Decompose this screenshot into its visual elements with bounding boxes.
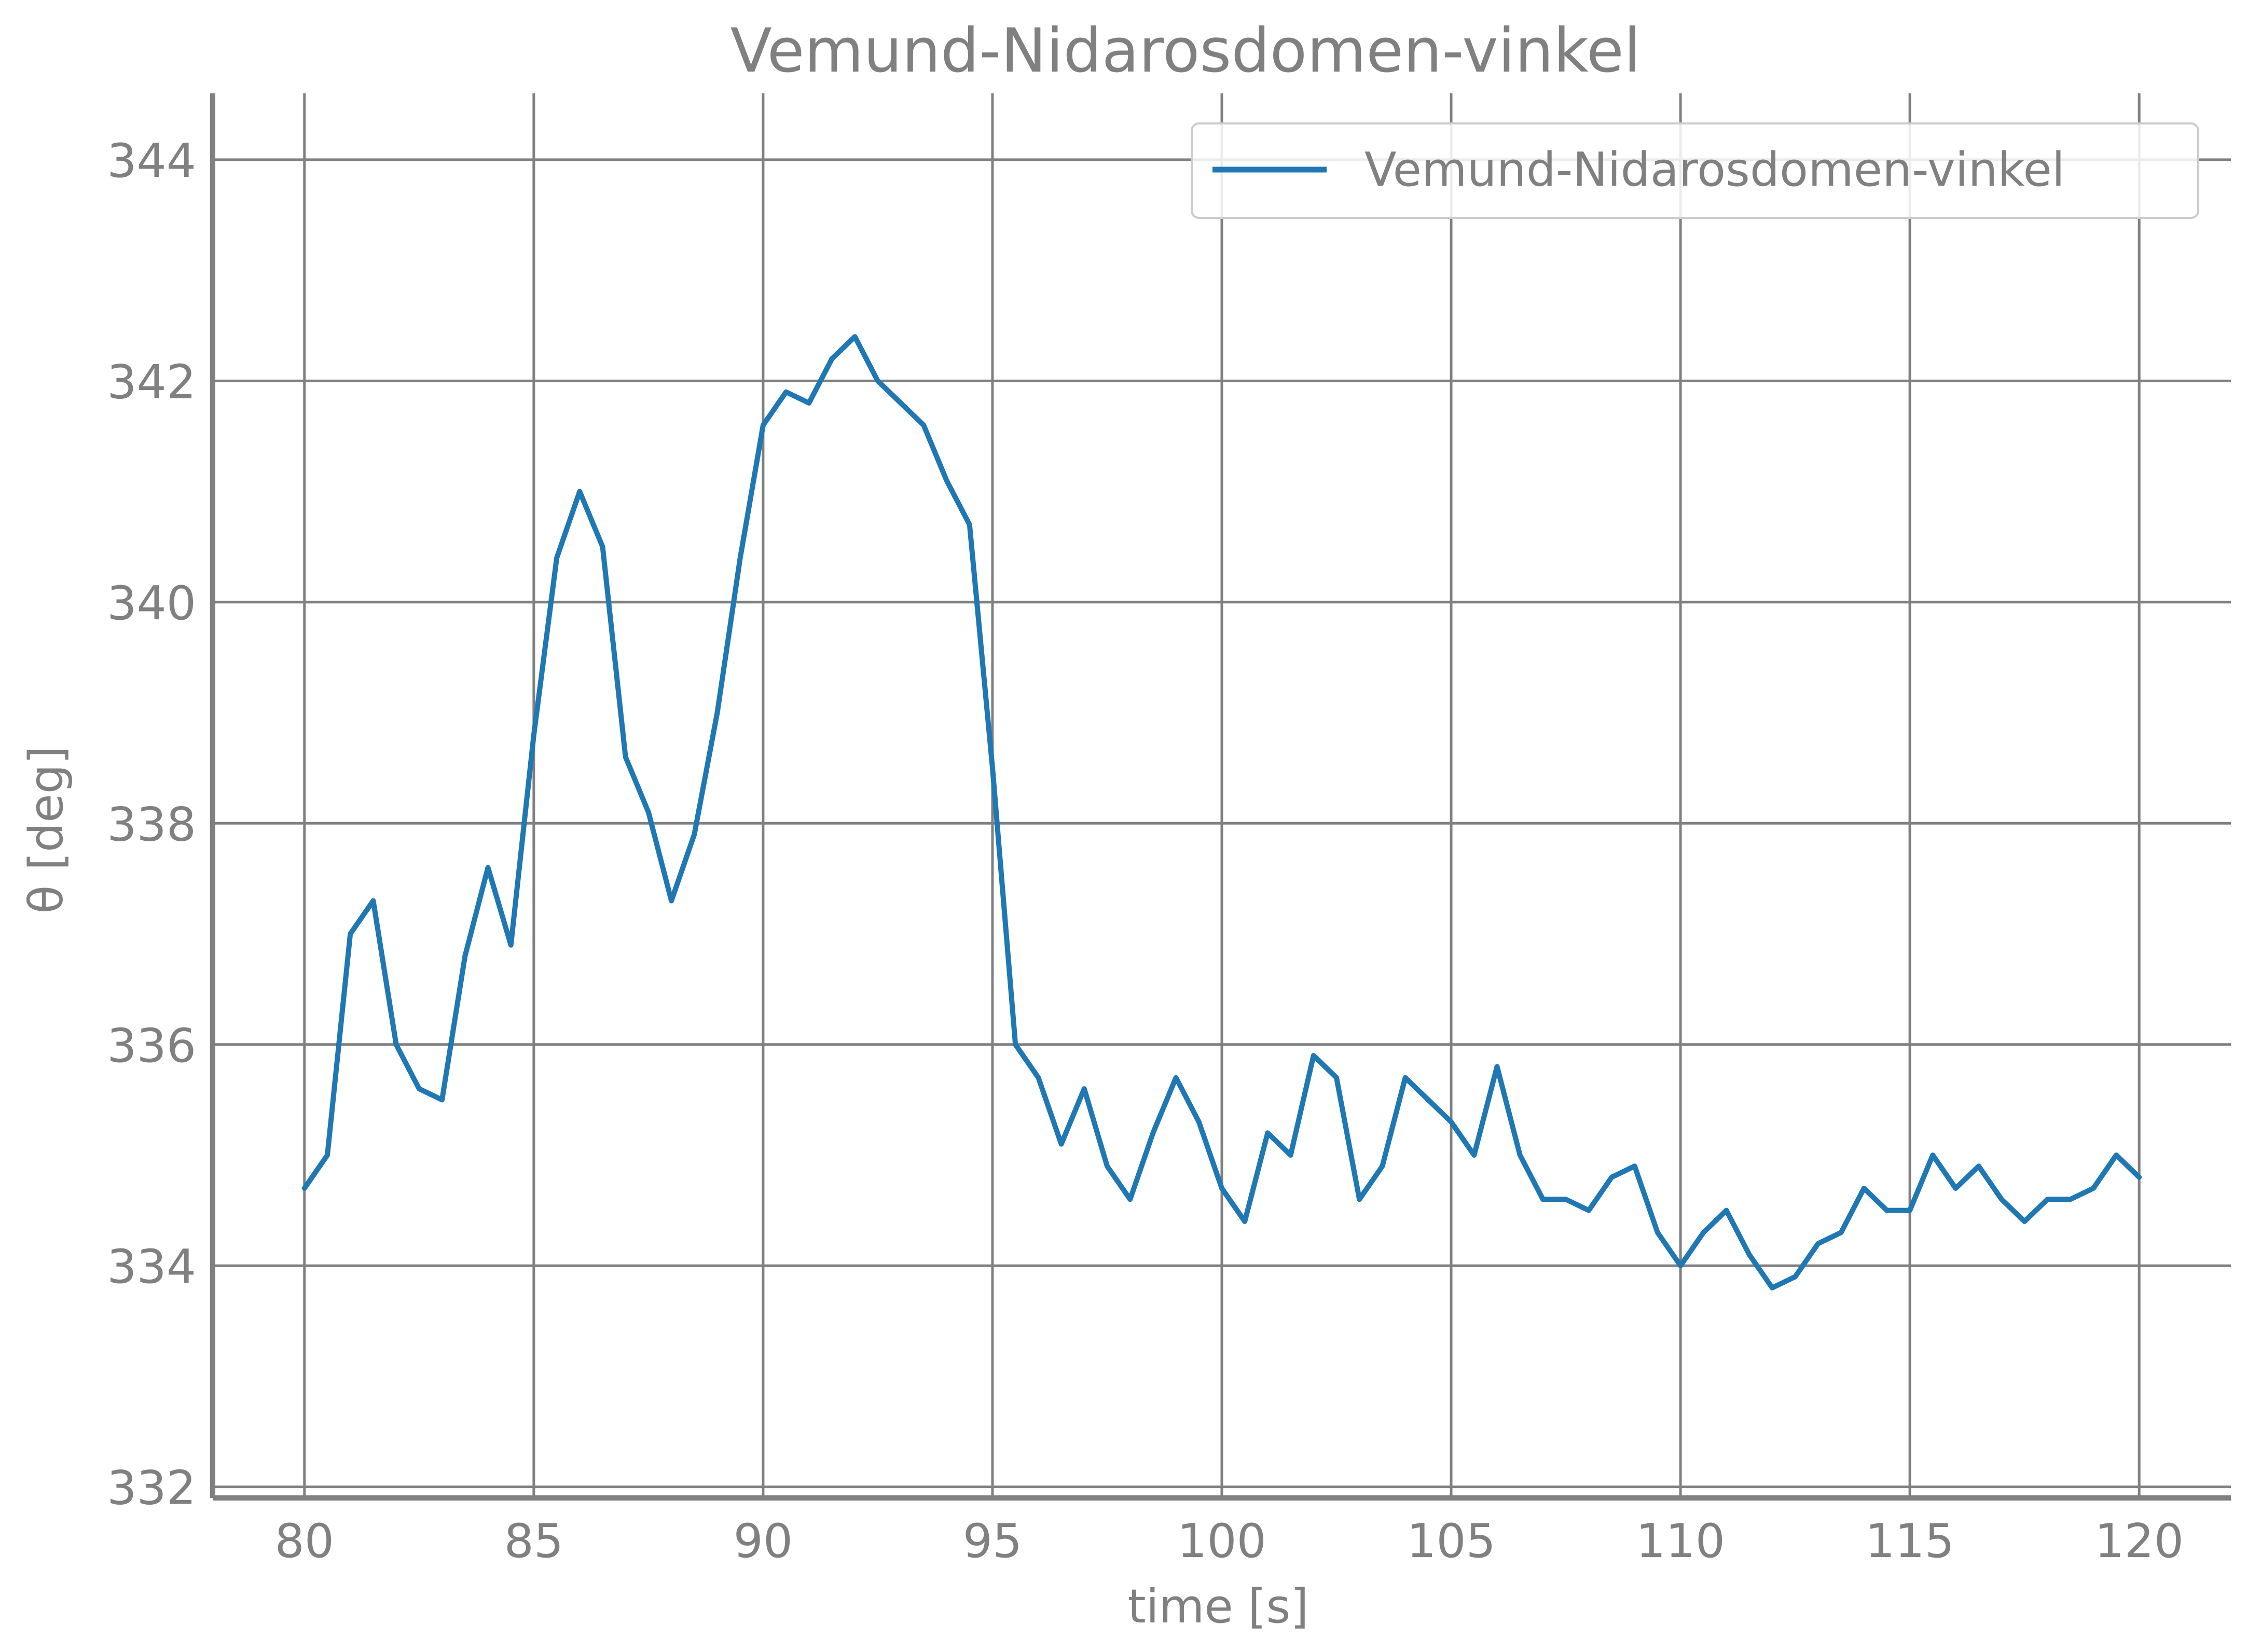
x-tick-label: 100 — [1177, 1514, 1266, 1568]
y-tick-label: 336 — [107, 1019, 196, 1073]
plot-area — [301, 334, 2142, 1290]
legend: Vemund-Nidarosdomen-vinkel — [1191, 122, 2199, 219]
x-tick-label: 110 — [1636, 1514, 1725, 1568]
series-line — [301, 334, 2142, 1290]
y-tick-label: 338 — [107, 797, 196, 852]
axes-spines — [210, 93, 2231, 1501]
x-tick-label: 80 — [275, 1514, 335, 1568]
x-tick-label: 105 — [1407, 1514, 1496, 1568]
y-tick-label: 334 — [107, 1240, 196, 1294]
x-tick-label: 95 — [963, 1514, 1023, 1568]
x-tick-label: 120 — [2094, 1514, 2184, 1568]
y-axis-label: θ [deg] — [19, 746, 74, 914]
x-axis-label: time [s] — [1127, 1579, 1308, 1634]
legend-label: Vemund-Nidarosdomen-vinkel — [1364, 143, 2065, 197]
chart-title: Vemund-Nidarosdomen-vinkel — [730, 15, 1641, 86]
x-tick-label: 90 — [734, 1514, 793, 1568]
x-axis-ticks: 80 85 90 95 100 105 110 115 120 — [275, 1514, 2184, 1568]
y-tick-label: 332 — [107, 1461, 196, 1516]
y-tick-label: 340 — [107, 576, 196, 631]
y-tick-label: 344 — [107, 134, 196, 188]
gridlines — [213, 93, 2231, 1498]
x-tick-label: 85 — [504, 1514, 564, 1568]
y-tick-label: 342 — [107, 355, 196, 409]
x-tick-label: 115 — [1865, 1514, 1954, 1568]
legend-box — [1191, 122, 2199, 219]
y-axis-ticks: 332 334 336 338 340 342 344 — [107, 134, 196, 1516]
